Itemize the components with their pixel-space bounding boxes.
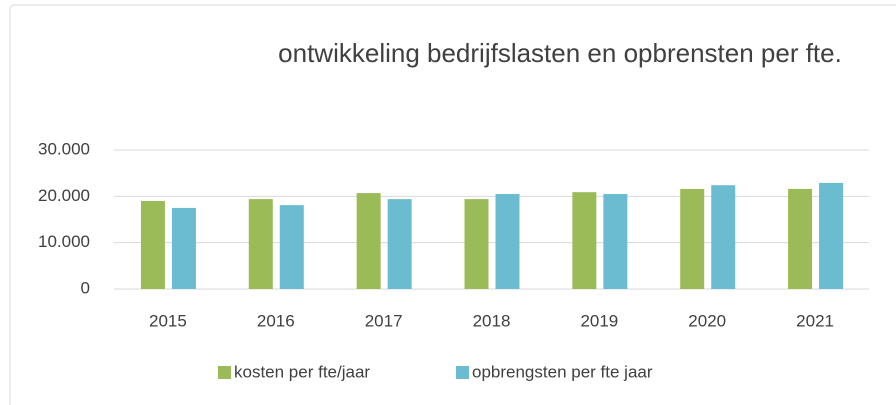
bar — [819, 182, 844, 289]
x-tick-label: 2016 — [257, 311, 295, 330]
x-tick-label: 2020 — [688, 311, 726, 330]
bar — [680, 188, 705, 289]
bar — [248, 199, 273, 289]
chart-border — [9, 4, 896, 405]
bar — [171, 207, 196, 289]
y-tick-label: 30.000 — [38, 139, 90, 158]
bar — [140, 200, 165, 289]
bar — [279, 205, 304, 289]
legend-swatch — [456, 366, 469, 379]
legend-label: kosten per fte/jaar — [234, 362, 370, 381]
bar — [603, 194, 628, 289]
y-tick-label: 0 — [81, 278, 90, 297]
bar — [356, 193, 381, 289]
x-tick-label: 2015 — [149, 311, 187, 330]
bar — [387, 199, 412, 289]
chart-title: ontwikkeling bedrijfslasten en opbrenste… — [278, 38, 842, 68]
y-tick-label: 10.000 — [38, 232, 90, 251]
x-tick-label: 2018 — [473, 311, 511, 330]
bar — [572, 192, 597, 289]
bar — [711, 185, 736, 289]
bar — [788, 188, 813, 289]
bar — [495, 194, 520, 289]
x-tick-label: 2017 — [365, 311, 403, 330]
y-tick-label: 20.000 — [38, 186, 90, 205]
x-tick-label: 2021 — [796, 311, 834, 330]
bar — [464, 199, 489, 289]
x-tick-label: 2019 — [580, 311, 618, 330]
legend-label: opbrengsten per fte jaar — [472, 362, 653, 381]
legend-swatch — [218, 366, 231, 379]
